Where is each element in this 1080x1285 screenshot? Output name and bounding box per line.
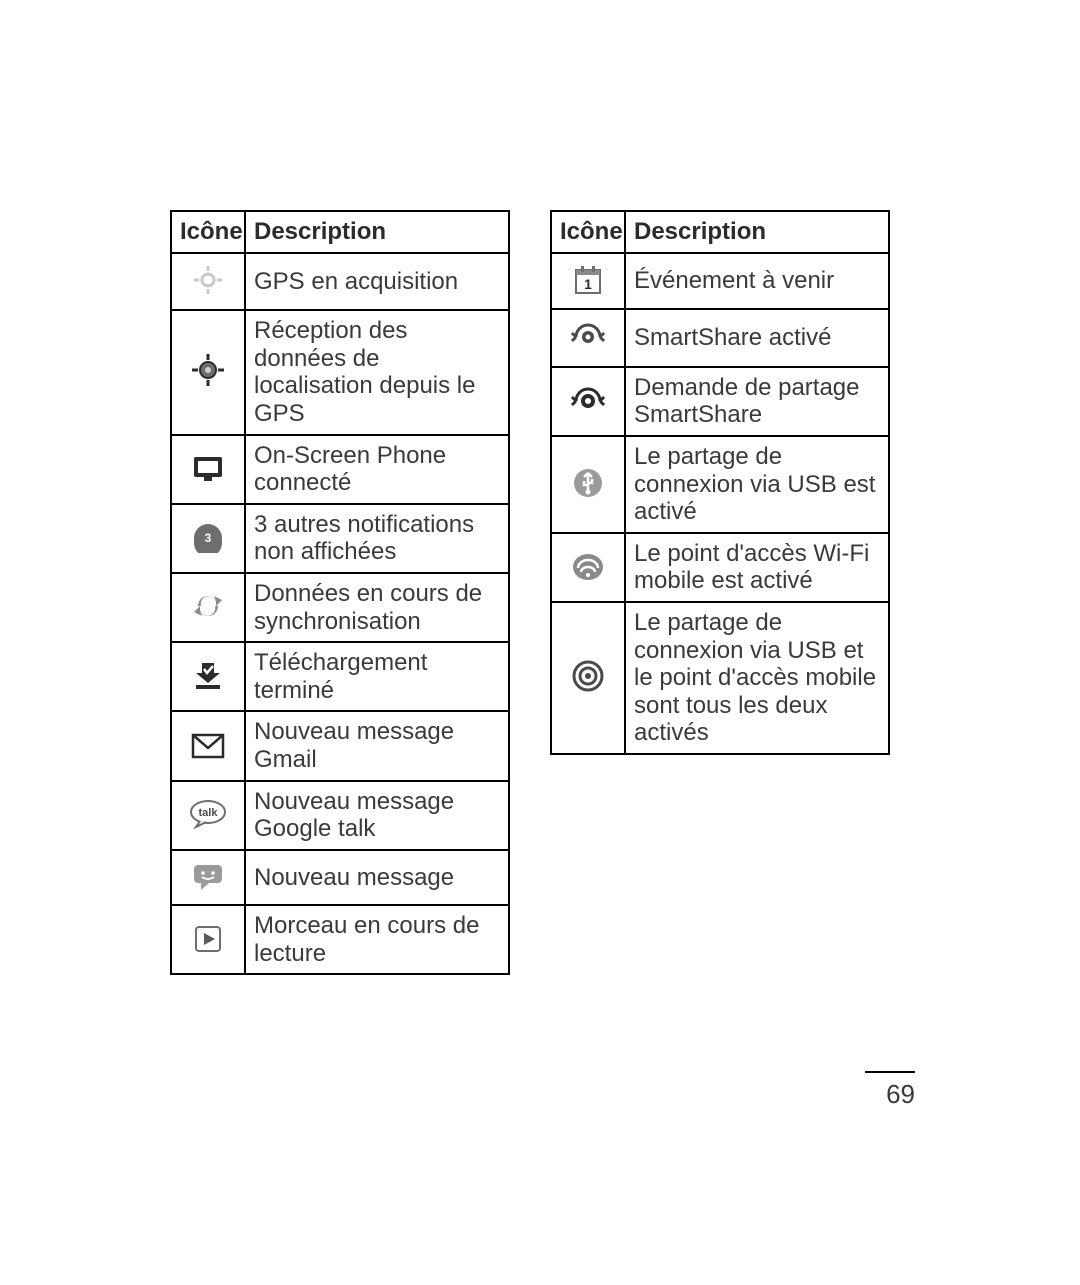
onscreen-phone-icon xyxy=(188,449,228,489)
header-description: Description xyxy=(245,211,509,253)
icon-cell: talk xyxy=(171,781,245,850)
icon-cell xyxy=(171,905,245,974)
table-row: Demande de partage SmartShare xyxy=(551,367,889,436)
desc-cell: On-Screen Phone connecté xyxy=(245,435,509,504)
desc-cell: Le point d'accès Wi-Fi mobile est activé xyxy=(625,533,889,602)
icon-cell xyxy=(171,253,245,311)
desc-cell: SmartShare activé xyxy=(625,309,889,367)
svg-text:talk: talk xyxy=(199,807,219,819)
table-row: 3 3 autres notifications non affichées xyxy=(171,504,509,573)
new-message-icon xyxy=(188,857,228,897)
desc-cell: Nouveau message Gmail xyxy=(245,711,509,780)
icon-cell xyxy=(171,435,245,504)
table-header-row: Icône Description xyxy=(171,211,509,253)
table-row: Le partage de connexion via USB et le po… xyxy=(551,602,889,754)
syncing-icon xyxy=(188,586,228,626)
more-notifications-icon: 3 xyxy=(188,518,228,558)
icon-cell xyxy=(171,310,245,434)
desc-cell: Événement à venir xyxy=(625,253,889,310)
table-row: talk Nouveau message Google talk xyxy=(171,781,509,850)
smartshare-on-icon xyxy=(568,316,608,356)
svg-text:3: 3 xyxy=(205,531,212,545)
desc-cell: 3 autres notifications non affichées xyxy=(245,504,509,573)
desc-cell: Nouveau message xyxy=(245,850,509,906)
desc-cell: GPS en acquisition xyxy=(245,253,509,311)
desc-cell: Demande de partage SmartShare xyxy=(625,367,889,436)
wifi-hotspot-icon xyxy=(568,547,608,587)
icon-cell xyxy=(171,711,245,780)
now-playing-icon xyxy=(188,919,228,959)
icon-cell xyxy=(551,367,625,436)
page-number: 69 xyxy=(865,1071,915,1110)
table-row: Le point d'accès Wi-Fi mobile est activé xyxy=(551,533,889,602)
icon-cell xyxy=(551,602,625,754)
gmail-icon xyxy=(188,726,228,766)
desc-cell: Données en cours de synchronisation xyxy=(245,573,509,642)
google-talk-icon: talk xyxy=(188,794,228,834)
manual-page: Icône Description GPS en acquisition xyxy=(0,0,1080,1285)
icon-cell xyxy=(171,850,245,906)
icon-cell: 1 xyxy=(551,253,625,310)
svg-text:1: 1 xyxy=(584,276,592,292)
icon-cell xyxy=(551,533,625,602)
gps-acquiring-icon xyxy=(188,260,228,300)
table-row: Nouveau message Gmail xyxy=(171,711,509,780)
table-row: On-Screen Phone connecté xyxy=(171,435,509,504)
desc-cell: Réception des données de localisation de… xyxy=(245,310,509,434)
gps-locked-icon xyxy=(188,350,228,390)
download-complete-icon xyxy=(188,655,228,695)
header-icon: Icône xyxy=(171,211,245,253)
icon-cell: 3 xyxy=(171,504,245,573)
table-row: Le partage de connexion via USB est acti… xyxy=(551,436,889,533)
icon-cell xyxy=(171,573,245,642)
table-row: 1 Événement à venir xyxy=(551,253,889,310)
table-row: GPS en acquisition xyxy=(171,253,509,311)
smartshare-request-icon xyxy=(568,380,608,420)
table-row: Morceau en cours de lecture xyxy=(171,905,509,974)
table-row: Téléchargement terminé xyxy=(171,642,509,711)
table-row: Nouveau message xyxy=(171,850,509,906)
desc-cell: Morceau en cours de lecture xyxy=(245,905,509,974)
usb-and-hotspot-icon xyxy=(568,656,608,696)
desc-cell: Nouveau message Google talk xyxy=(245,781,509,850)
desc-cell: Téléchargement terminé xyxy=(245,642,509,711)
table-header-row: Icône Description xyxy=(551,211,889,253)
table-row: Réception des données de localisation de… xyxy=(171,310,509,434)
header-description: Description xyxy=(625,211,889,253)
calendar-event-icon: 1 xyxy=(568,260,608,300)
icon-table-left: Icône Description GPS en acquisition xyxy=(170,210,510,975)
header-icon: Icône xyxy=(551,211,625,253)
table-row: Données en cours de synchronisation xyxy=(171,573,509,642)
icon-cell xyxy=(551,309,625,367)
icon-cell xyxy=(551,436,625,533)
table-row: SmartShare activé xyxy=(551,309,889,367)
usb-tether-icon xyxy=(568,463,608,503)
desc-cell: Le partage de connexion via USB et le po… xyxy=(625,602,889,754)
two-column-layout: Icône Description GPS en acquisition xyxy=(170,210,925,975)
icon-table-right: Icône Description 1 Événement xyxy=(550,210,890,755)
icon-cell xyxy=(171,642,245,711)
desc-cell: Le partage de connexion via USB est acti… xyxy=(625,436,889,533)
